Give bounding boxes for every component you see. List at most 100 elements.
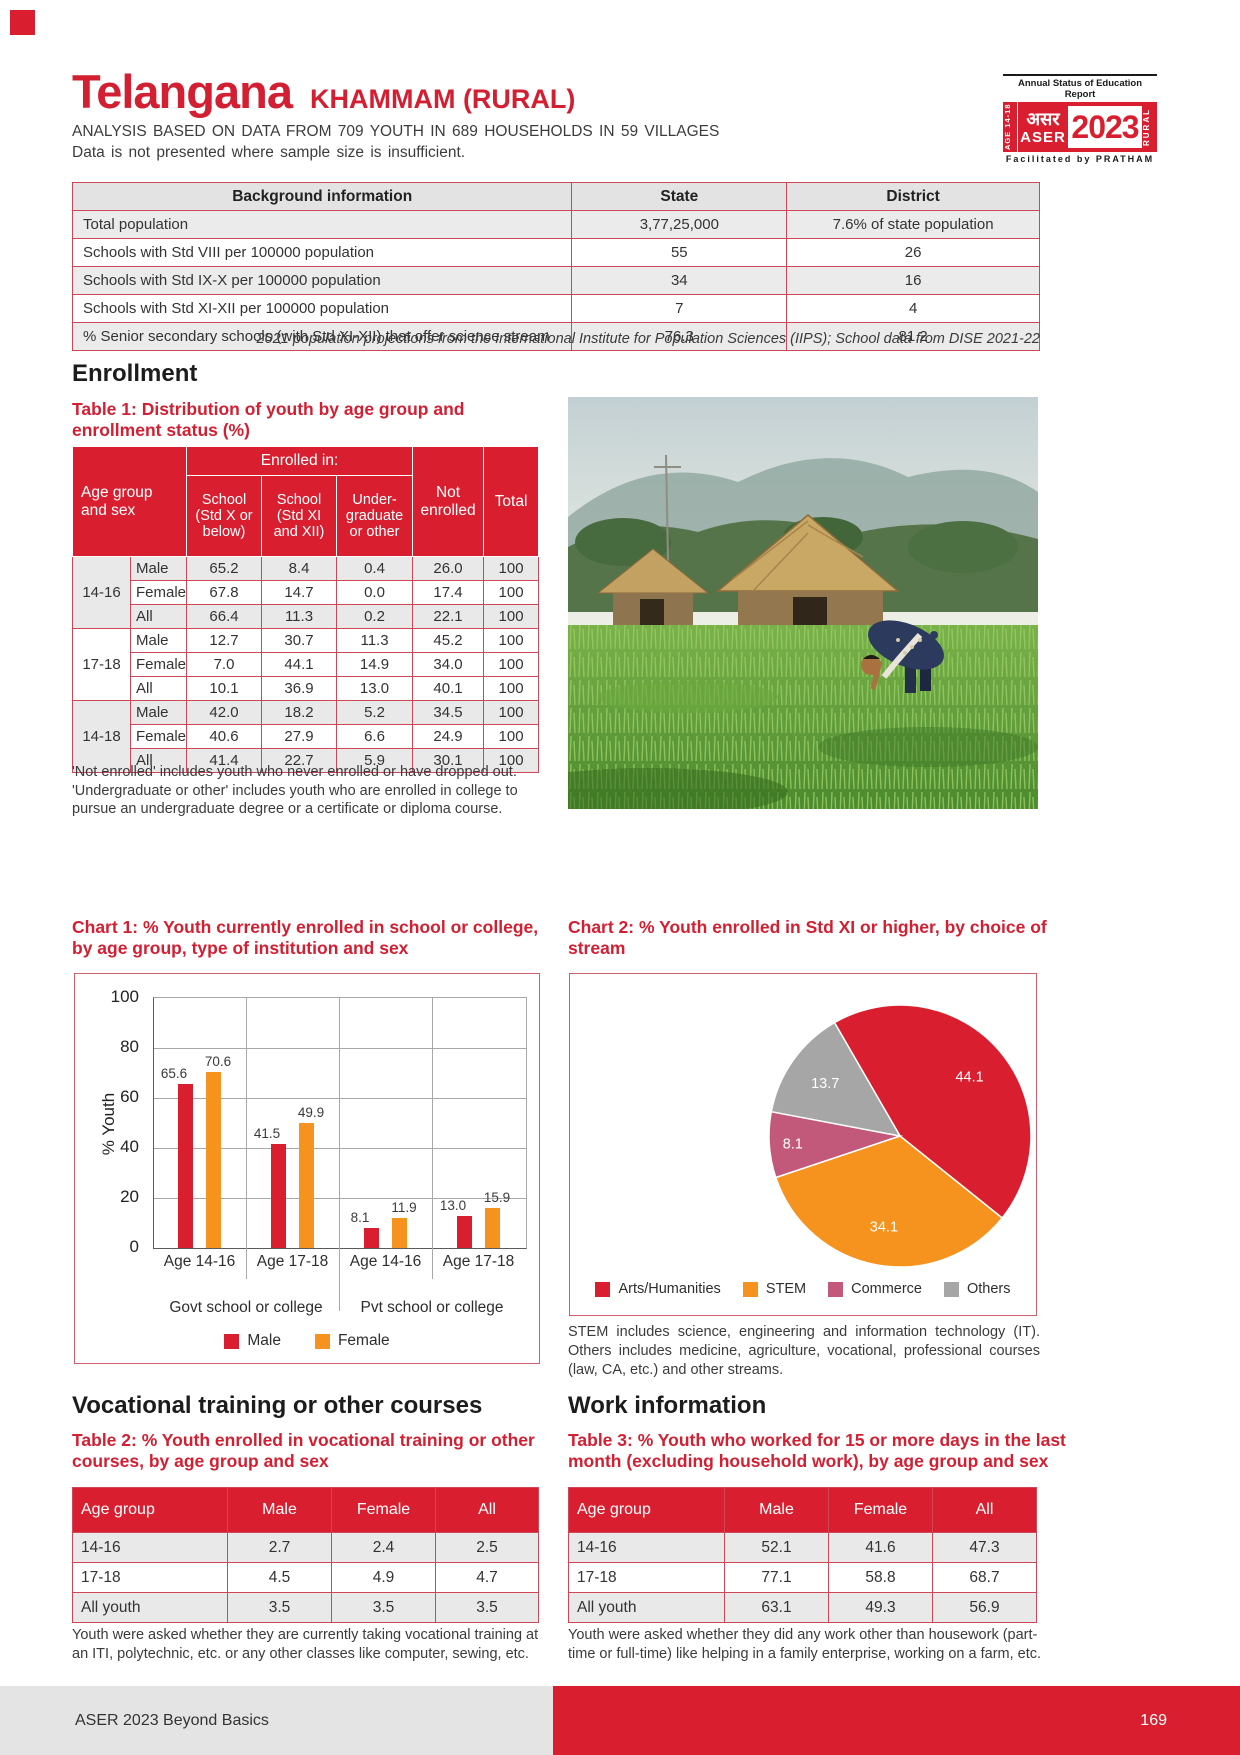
legend-item-female: Female [314, 1332, 390, 1350]
pie-label: 34.1 [870, 1219, 898, 1235]
legend-label: STEM [765, 1281, 807, 1297]
table3-title: Table 3: % Youth who worked for 15 or mo… [568, 1430, 1066, 1472]
pie-slice-arts-humanities [833, 1004, 1032, 1220]
y-axis-ticks: 0 20 40 60 80 100 [93, 987, 145, 1256]
bar-male-2 [364, 1227, 379, 1248]
person-figure [861, 620, 944, 693]
district-title: KHAMMAM (RURAL) [309, 84, 576, 114]
district-value: 81.2 [786, 322, 1040, 351]
sample-note: Data is not presented where sample size … [72, 144, 466, 161]
col-header-not-enrolled: Not enrolled [412, 446, 485, 557]
bar-value: 15.9 [483, 1190, 511, 1206]
logo-asr-block: असर ASER [1018, 102, 1068, 152]
chart1-title: Chart 1: % Youth currently enrolled in s… [72, 917, 539, 959]
table-row: 17-18 4.5 4.9 4.7 [72, 1562, 539, 1593]
table-row: 17-18 77.1 58.8 68.7 [568, 1562, 1037, 1593]
plot-area: 65.6 41.5 8.1 13.0 70.6 49.9 11.9 15.9 [153, 997, 527, 1249]
pie-slice-others [770, 1021, 902, 1138]
bar-female-2 [392, 1218, 407, 1248]
table1-header-row1: Age group and sex Enrolled in: Not enrol… [72, 446, 540, 557]
stem-swatch-icon [742, 1281, 758, 1297]
table-header-row: Background information State District [71, 182, 1040, 211]
chart2-pie-chart: 44.1 34.1 8.1 13.7 Arts/Humanities STEM Com… [569, 973, 1037, 1316]
table2-vocational: Age group Male Female All 14-16 2.7 2.4 … [72, 1487, 539, 1623]
age-group-cell: 14-16 [72, 556, 131, 629]
work-heading: Work information [568, 1392, 767, 1419]
sex-cell: Male [130, 556, 187, 581]
footer-page-number: 169 [553, 1686, 1240, 1755]
col-header: Age group [568, 1487, 725, 1533]
footer-report-name: ASER 2023 Beyond Basics [0, 1686, 553, 1755]
sex-cell: All [130, 604, 187, 629]
col-header: Male [227, 1487, 332, 1533]
legend-label: Male [247, 1332, 281, 1349]
table3-note: Youth were asked whether they did any wo… [568, 1627, 1042, 1662]
row-label: % Senior secondary schools (with Std XI-… [71, 322, 573, 351]
bar-male-3 [457, 1215, 472, 1248]
legend-item-others: Others [944, 1281, 1011, 1297]
pie-label: 8.1 [783, 1136, 803, 1152]
sex-cell: Male [130, 700, 187, 725]
x-tick-label: Age 14-16 [349, 1253, 422, 1270]
bar-female-1 [299, 1123, 314, 1248]
table-row: All youth 63.1 49.3 56.9 [568, 1592, 1037, 1623]
table-header-row: Age group Male Female All [568, 1487, 1037, 1533]
col-header-total: Total [483, 446, 540, 557]
col-header: Male [724, 1487, 829, 1533]
table-row: All 66.4 11.3 0.2 22.1 100 [73, 604, 540, 629]
group-separator [339, 1247, 340, 1311]
sex-cell: Female [130, 724, 187, 749]
table1-header-row2: School (Std X or below) School (Std XI a… [73, 475, 539, 557]
legend-label: Female [337, 1332, 390, 1349]
logo-facilitator: Facilitated by PRATHAM [1005, 154, 1155, 164]
logo-rural-band: RURAL [1142, 102, 1157, 152]
table-row: 14-16 52.1 41.6 47.3 [568, 1532, 1037, 1563]
commerce-swatch-icon [828, 1281, 844, 1297]
col-header: Age group [72, 1487, 228, 1533]
state-value: 34 [571, 266, 788, 295]
logo-hindi-text: असर [1026, 108, 1060, 130]
col-header-enrolled-in: Enrolled in: [185, 446, 414, 476]
bar-value: 65.6 [160, 1066, 188, 1081]
group-label-govt: Govt school or college [169, 1299, 323, 1316]
bar-value: 11.9 [391, 1200, 417, 1216]
pie-label: 13.7 [811, 1076, 839, 1092]
group-label-pvt: Pvt school or college [360, 1299, 504, 1316]
sex-cell: Female [130, 652, 187, 677]
bar-female-3 [485, 1208, 500, 1248]
table-row: Female 67.8 14.7 0.0 17.4 100 [73, 580, 540, 605]
male-swatch-icon [224, 1333, 240, 1349]
x-tick-label: Age 14-16 [163, 1253, 236, 1270]
bar-male-1 [271, 1144, 286, 1248]
sample-description: ANALYSIS BASED ON DATA FROM 709 YOUTH IN… [72, 123, 720, 140]
table-row: 14-16 2.7 2.4 2.5 [72, 1532, 539, 1563]
chart2-title: Chart 2: % Youth enrolled in Std XI or h… [568, 917, 1047, 959]
row-label: Total population [71, 210, 573, 239]
col-header: Background information [71, 182, 573, 211]
column-separator [246, 998, 247, 1248]
page-header: Telangana KHAMMAM (RURAL) [72, 64, 575, 119]
table-row: All youth 3.5 3.5 3.5 [72, 1592, 539, 1623]
district-value: 16 [786, 266, 1040, 295]
row-label: Schools with Std VIII per 100000 populat… [71, 238, 573, 267]
col-header: District [786, 182, 1040, 211]
district-value: 4 [786, 294, 1040, 323]
col-header-undergraduate: Under- graduate or other [335, 475, 414, 557]
logo-main: AGE 14-18 असर ASER 2023 RURAL [1003, 102, 1157, 152]
col-header: All [932, 1487, 1037, 1533]
y-tick-20: 20 [120, 1187, 139, 1206]
bar-value: 41.5 [253, 1126, 281, 1142]
aser-logo: Annual Status of Education Report AGE 14… [1003, 74, 1157, 164]
chart2-note: STEM includes science, engineering and i… [568, 1324, 1040, 1378]
red-corner-mark [10, 10, 35, 35]
sex-cell: All [130, 676, 187, 701]
table-row: Schools with Std IX-X per 100000 populat… [71, 266, 1040, 295]
table-row: 17-18 Male 12.7 30.7 11.3 45.2 100 [72, 628, 540, 701]
logo-aser-text: ASER [1020, 128, 1066, 146]
page-footer: ASER 2023 Beyond Basics 169 [0, 1686, 1240, 1755]
col-header-age-sex: Age group and sex [72, 446, 187, 557]
district-value: 7.6% of state population [786, 210, 1040, 239]
vocational-heading: Vocational training or other courses [72, 1392, 483, 1419]
table-header-row: Age group Male Female All [72, 1487, 539, 1533]
bar-value: 70.6 [204, 1053, 232, 1069]
